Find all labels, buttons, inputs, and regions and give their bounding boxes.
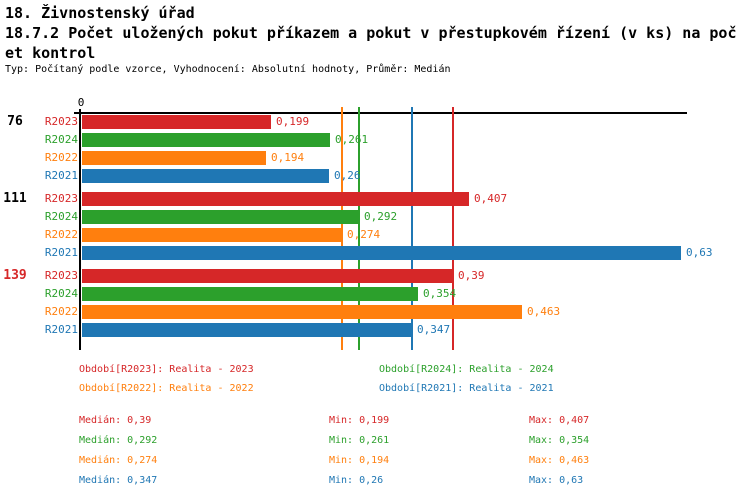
stat-max-r2021: Max: 0,63 [529,475,584,486]
bar-r2024-g1 [82,210,359,224]
stat-median-r2024: Medián: 0,292 [79,435,158,446]
median-line-r2021 [411,107,413,350]
series-label-r2023: R2023 [44,269,78,282]
stat-max-r2024: Max: 0,354 [529,435,590,446]
group-label: 139 [3,268,27,283]
stat-min-r2023: Min: 0,199 [329,415,390,426]
bar-r2023-g0 [82,115,271,129]
series-label-r2022: R2022 [44,305,78,318]
zero-tick-label: 0 [77,96,85,109]
series-label-r2023: R2023 [44,115,78,128]
series-label-r2022: R2022 [44,228,78,241]
bar-value-label: 0,354 [423,287,457,300]
bar-value-label: 0,194 [271,151,305,164]
series-label-r2021: R2021 [44,323,78,336]
median-line-r2024 [358,107,360,350]
y-axis-line [79,109,81,350]
bar-r2021-g1 [82,246,681,260]
series-label-r2021: R2021 [44,169,78,182]
series-label-r2022: R2022 [44,151,78,164]
legend-item-r2024: Období[R2024]: Realita - 2024 [379,364,554,375]
bar-r2021-g0 [82,169,329,183]
bar-r2022-g1 [82,228,342,242]
legend-item-r2023: Období[R2023]: Realita - 2023 [79,364,254,375]
series-label-r2024: R2024 [44,210,78,223]
stat-max-r2022: Max: 0,463 [529,455,590,466]
stat-median-r2022: Medián: 0,274 [79,455,158,466]
bar-value-label: 0,26 [334,169,361,182]
legend-item-r2021: Období[R2021]: Realita - 2021 [379,383,554,394]
chart-subtitle-line2: et kontrol [5,44,96,62]
zero-tick [74,112,80,114]
series-label-r2023: R2023 [44,192,78,205]
bar-value-label: 0,407 [474,192,508,205]
bar-r2022-g2 [82,305,522,319]
bar-r2024-g0 [82,133,330,147]
stat-max-r2023: Max: 0,407 [529,415,590,426]
group-label: 76 [7,114,23,129]
bar-value-label: 0,274 [347,228,381,241]
bar-value-label: 0,199 [276,115,310,128]
bar-value-label: 0,292 [364,210,398,223]
bar-value-label: 0,347 [417,323,451,336]
median-line-r2023 [452,107,454,350]
series-label-r2024: R2024 [44,287,78,300]
bar-value-label: 0,39 [458,269,485,282]
bar-value-label: 0,261 [335,133,369,146]
stat-median-r2021: Medián: 0,347 [79,475,158,486]
stat-median-r2023: Medián: 0,39 [79,415,152,426]
page-title: 18. Živnostenský úřad [5,4,195,22]
stat-min-r2024: Min: 0,261 [329,435,390,446]
stat-min-r2021: Min: 0,26 [329,475,384,486]
bar-value-label: 0,63 [686,246,713,259]
x-axis-line [80,112,687,114]
bar-value-label: 0,463 [527,305,561,318]
legend-item-r2022: Období[R2022]: Realita - 2022 [79,383,254,394]
median-line-r2022 [341,107,343,350]
series-label-r2024: R2024 [44,133,78,146]
group-label: 111 [3,191,27,206]
chart-subtitle-line1: 18.7.2 Počet uložených pokut příkazem a … [5,24,737,42]
stat-min-r2022: Min: 0,194 [329,455,390,466]
chart-meta-info: Typ: Počítaný podle vzorce, Vyhodnocení:… [5,64,451,75]
bar-r2024-g2 [82,287,418,301]
bar-r2023-g2 [82,269,453,283]
bar-r2021-g2 [82,323,412,337]
bar-r2023-g1 [82,192,469,206]
series-label-r2021: R2021 [44,246,78,259]
bar-r2022-g0 [82,151,266,165]
